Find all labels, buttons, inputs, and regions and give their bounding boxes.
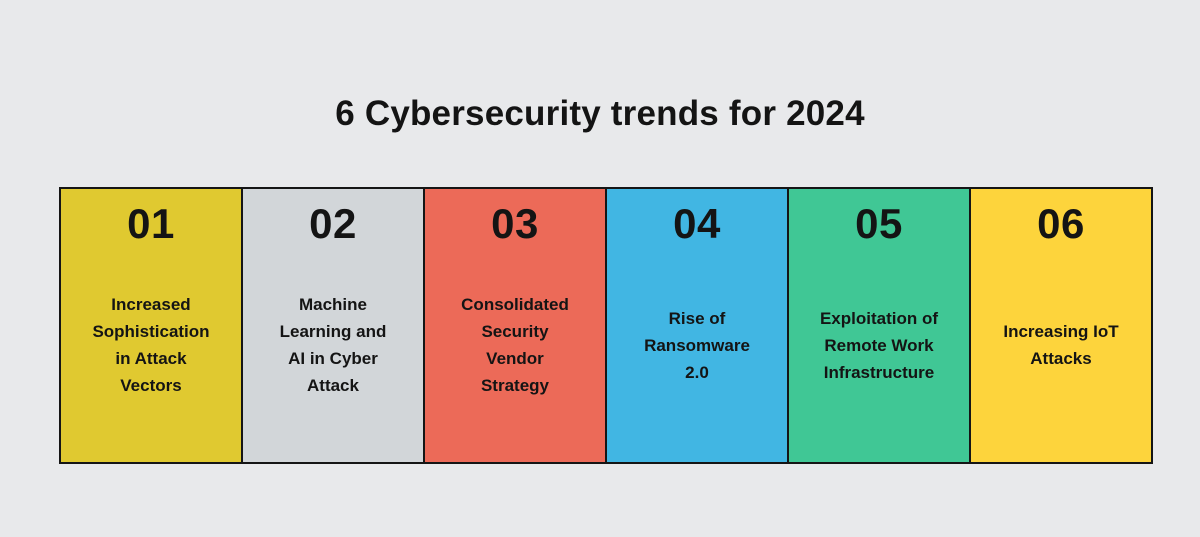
trend-panel-06: 06 Increasing IoT Attacks — [969, 187, 1153, 464]
trend-label: Increased Sophistication in Attack Vecto… — [92, 295, 210, 395]
trend-panel-03: 03 Consolidated Security Vendor Strategy — [423, 187, 607, 464]
trend-body: Exploitation of Remote Work Infrastructu… — [789, 246, 969, 462]
trend-body: Increasing IoT Attacks — [971, 246, 1151, 462]
trend-body: Machine Learning and AI in Cyber Attack — [243, 246, 423, 462]
trend-label: Exploitation of Remote Work Infrastructu… — [819, 308, 939, 382]
trend-label: Rise of Ransomware 2.0 — [644, 308, 750, 382]
trend-number: 04 — [673, 200, 721, 247]
trend-label: Consolidated Security Vendor Strategy — [461, 295, 569, 395]
trends-strip: 01 Increased Sophistication in Attack Ve… — [59, 187, 1153, 464]
trend-label: Increasing IoT Attacks — [1003, 322, 1119, 368]
page-title: 6 Cybersecurity trends for 2024 — [335, 94, 865, 134]
trend-number: 03 — [491, 200, 539, 247]
trend-body: Increased Sophistication in Attack Vecto… — [61, 246, 241, 462]
trend-body: Rise of Ransomware 2.0 — [607, 246, 787, 462]
trend-number: 05 — [855, 200, 903, 247]
trend-panel-05: 05 Exploitation of Remote Work Infrastru… — [787, 187, 971, 464]
trend-number: 06 — [1037, 200, 1085, 247]
trend-body: Consolidated Security Vendor Strategy — [425, 246, 605, 462]
trend-panel-04: 04 Rise of Ransomware 2.0 — [605, 187, 789, 464]
trend-label: Machine Learning and AI in Cyber Attack — [279, 295, 387, 395]
trend-panel-01: 01 Increased Sophistication in Attack Ve… — [59, 187, 243, 464]
trend-panel-02: 02 Machine Learning and AI in Cyber Atta… — [241, 187, 425, 464]
trend-number: 01 — [127, 200, 175, 247]
trend-number: 02 — [309, 200, 357, 247]
